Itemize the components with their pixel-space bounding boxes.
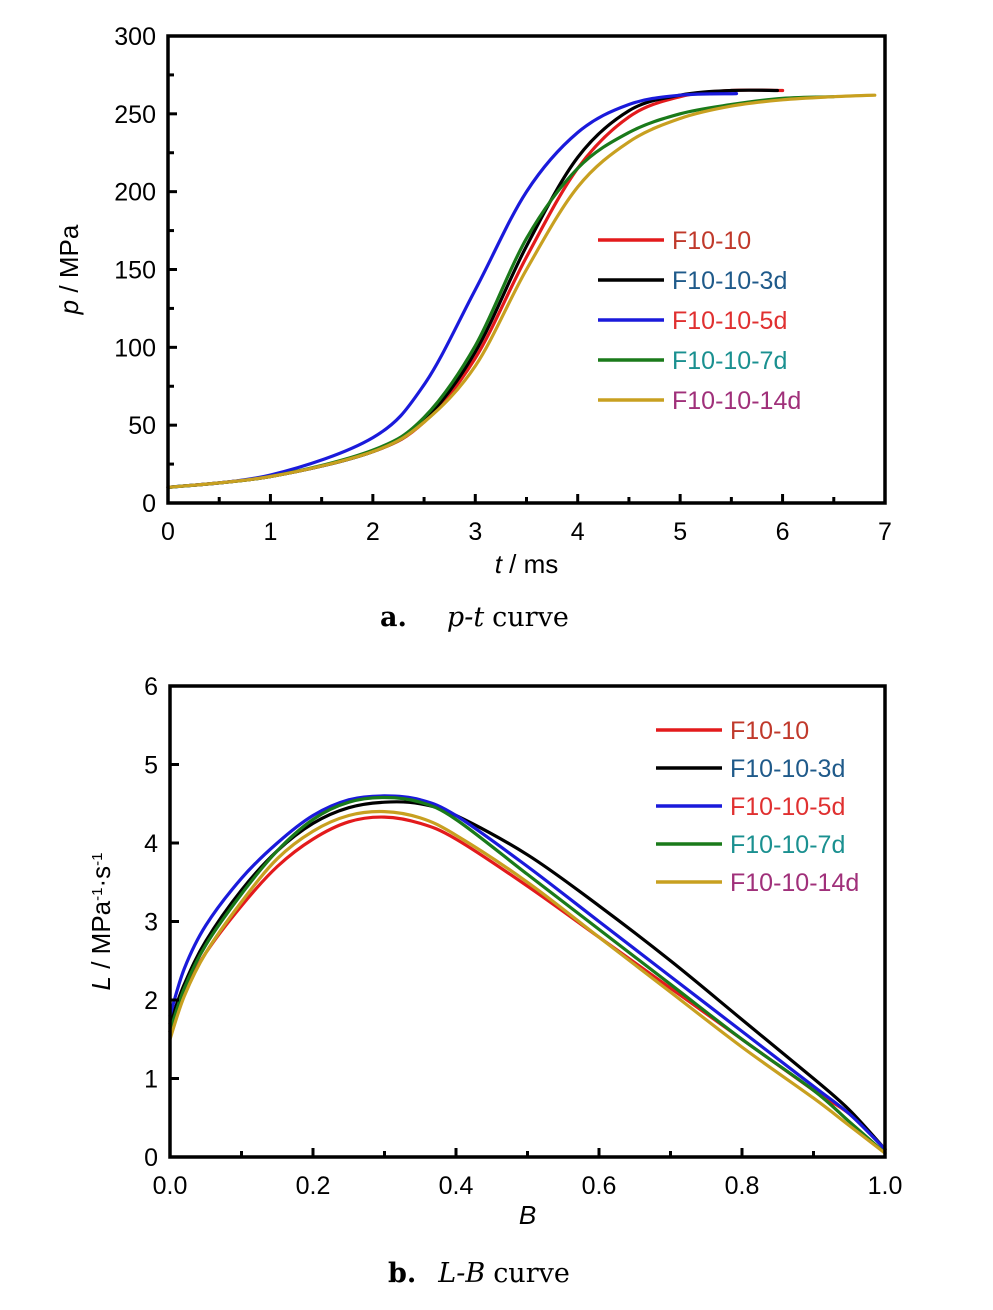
y-axis-label: L / MPa-1·s-1 <box>86 853 116 991</box>
y-tick-label: 100 <box>114 334 156 362</box>
series-line-f10-10-7d <box>168 795 887 1155</box>
y-tick-label: 200 <box>114 179 156 207</box>
y-tick-label: 300 <box>114 23 156 51</box>
y-tick-label: 0 <box>142 490 156 518</box>
x-axis-label-symbol: t <box>495 549 504 579</box>
x-tick-label: 6 <box>776 518 790 546</box>
legend: F10-10 F10-10-3d F10-10-5d F10-10-7d F10-10-… <box>656 717 859 897</box>
series-line-f10-10-5d <box>166 92 739 489</box>
x-tick-label: 4 <box>571 518 585 546</box>
caption-letter: a. <box>380 602 407 633</box>
legend-label: F10-10-7d <box>730 831 845 859</box>
legend-label: F10-10 <box>730 717 809 745</box>
series-group <box>166 88 877 489</box>
y-axis-label-symbol: p <box>54 300 84 315</box>
legend: F10-10 F10-10-3d F10-10-5d F10-10-7d F10-10-… <box>598 227 801 415</box>
x-tick-label: 2 <box>366 518 380 546</box>
legend-label: F10-10-7d <box>672 347 787 375</box>
x-axis-label-symbol: B <box>519 1200 536 1230</box>
x-tick-label: 7 <box>878 518 892 546</box>
y-tick-label: 5 <box>144 752 158 780</box>
y-axis-label-unit-s: ·s <box>86 866 116 888</box>
tick-group: 0 1 2 3 4 5 6 7 0 50 100 150 200 250 300 <box>114 23 892 546</box>
series-group <box>168 794 887 1155</box>
x-tick-label: 0.4 <box>439 1172 474 1200</box>
x-tick-label: 0.6 <box>582 1172 617 1200</box>
x-tick-label: 0.2 <box>296 1172 331 1200</box>
x-axis-label-unit: / ms <box>502 549 558 579</box>
y-tick-label: 1 <box>144 1066 158 1094</box>
chart-panel-pt: 0 1 2 3 4 5 6 7 0 50 100 150 200 250 300 F10-10 F10-10-… <box>54 23 892 633</box>
chart-panel-lb: 0.0 0.2 0.4 0.6 0.8 1.0 0 1 2 3 4 5 6 F10-10 F10-10-3… <box>86 673 902 1289</box>
series-line-f10-10-14d <box>166 93 877 489</box>
y-axis-label-unit: / MPa <box>54 224 84 300</box>
tick-group: 0.0 0.2 0.4 0.6 0.8 1.0 0 1 2 3 4 5 6 <box>144 673 902 1200</box>
y-tick-label: 0 <box>144 1144 158 1172</box>
x-tick-label: 0.0 <box>153 1172 188 1200</box>
y-tick-label: 4 <box>144 830 158 858</box>
caption-a: a. p-t curve <box>380 602 569 633</box>
y-tick-label: 150 <box>114 257 156 285</box>
y-axis-label-exponent: -1 <box>89 888 106 901</box>
y-tick-label: 50 <box>128 412 156 440</box>
legend-label: F10-10-3d <box>730 755 845 783</box>
legend-label: F10-10-14d <box>672 387 801 415</box>
legend-label: F10-10-14d <box>730 869 859 897</box>
y-axis-label-unit: / MPa <box>86 900 116 976</box>
caption-text: curve <box>493 1258 570 1289</box>
x-tick-label: 0 <box>161 518 175 546</box>
y-tick-label: 250 <box>114 101 156 129</box>
y-axis-label-symbol: L <box>86 976 116 990</box>
x-tick-label: 3 <box>468 518 482 546</box>
caption-letter: b. <box>388 1258 416 1289</box>
x-tick-label: 0.8 <box>725 1172 760 1200</box>
series-line-f10-10-5d <box>168 794 887 1151</box>
legend-label: F10-10-3d <box>672 267 787 295</box>
legend-label: F10-10-5d <box>730 793 845 821</box>
x-tick-label: 1 <box>263 518 277 546</box>
x-tick-label: 5 <box>673 518 687 546</box>
caption-symbol: L-B <box>437 1258 485 1289</box>
x-tick-label: 1.0 <box>868 1172 903 1200</box>
caption-symbol: p-t <box>447 602 484 633</box>
y-axis-label-exponent: -1 <box>89 853 106 866</box>
series-line-f10-10-14d <box>168 809 887 1155</box>
x-axis-label: B <box>519 1200 536 1230</box>
x-axis-label: t / ms <box>495 549 559 579</box>
y-tick-label: 2 <box>144 987 158 1015</box>
y-tick-label: 3 <box>144 909 158 937</box>
caption-text: curve <box>492 602 569 633</box>
caption-b: b. L-B curve <box>388 1258 570 1289</box>
legend-label: F10-10 <box>672 227 751 255</box>
legend-label: F10-10-5d <box>672 307 787 335</box>
y-axis-label: p / MPa <box>54 224 84 315</box>
y-tick-label: 6 <box>144 673 158 701</box>
